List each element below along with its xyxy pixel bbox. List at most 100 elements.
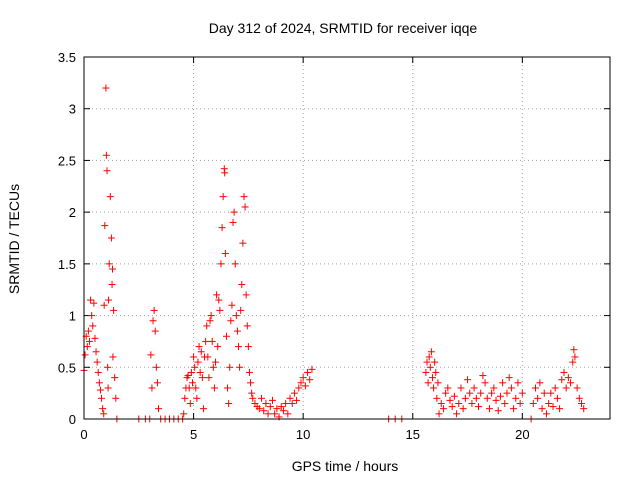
data-point: [536, 379, 544, 387]
y-tick-label: 2: [69, 205, 76, 220]
data-point: [430, 384, 438, 392]
grid-lines: [84, 57, 610, 419]
data-point: [147, 351, 155, 359]
data-point: [84, 327, 92, 335]
data-point: [279, 407, 287, 415]
x-tick-label: 0: [80, 427, 87, 442]
data-point: [258, 394, 266, 402]
data-point: [288, 399, 296, 407]
data-point: [230, 208, 238, 216]
data-point: [218, 224, 226, 232]
data-point: [268, 396, 276, 404]
y-tick-label: 0: [69, 412, 76, 427]
data-point: [205, 374, 213, 382]
data-point: [245, 368, 253, 376]
data-point: [244, 343, 252, 351]
data-point: [239, 239, 247, 247]
data-point: [186, 399, 194, 407]
data-point: [538, 405, 546, 413]
data-point: [99, 405, 107, 413]
data-point: [151, 327, 159, 335]
data-point: [573, 384, 581, 392]
data-point: [216, 306, 224, 314]
data-point: [196, 368, 204, 376]
data-point: [111, 374, 119, 382]
data-point: [264, 410, 272, 418]
data-point: [224, 384, 232, 392]
data-point: [231, 260, 239, 268]
data-point: [479, 372, 487, 380]
data-point: [560, 368, 568, 376]
data-point: [571, 353, 579, 361]
data-point: [518, 389, 526, 397]
data-point: [512, 394, 520, 402]
data-point: [247, 379, 255, 387]
data-point: [428, 374, 436, 382]
data-point: [192, 384, 200, 392]
data-point: [575, 394, 583, 402]
data-point: [299, 374, 307, 382]
data-point: [567, 379, 575, 387]
data-point: [459, 405, 467, 413]
data-point: [210, 384, 218, 392]
data-point: [221, 250, 229, 258]
data-point: [110, 306, 118, 314]
data-point: [564, 374, 572, 382]
data-point: [477, 389, 485, 397]
y-tick-label: 3.5: [58, 50, 76, 65]
data-point: [107, 234, 115, 242]
data-point: [529, 399, 537, 407]
data-point: [446, 396, 454, 404]
data-point: [284, 410, 292, 418]
data-point: [505, 374, 513, 382]
data-point: [206, 317, 214, 325]
data-point: [238, 281, 246, 289]
data-point: [507, 384, 515, 392]
data-point: [427, 348, 435, 356]
data-point: [215, 296, 223, 304]
data-point: [514, 379, 522, 387]
data-point: [448, 403, 456, 411]
data-point: [208, 337, 216, 345]
data-point: [109, 353, 117, 361]
data-point: [103, 167, 111, 175]
data-point: [426, 363, 434, 371]
data-point: [181, 394, 189, 402]
data-point: [545, 399, 553, 407]
data-point: [228, 301, 236, 309]
data-point: [466, 389, 474, 397]
data-point: [499, 379, 507, 387]
data-point: [282, 399, 290, 407]
data-point: [510, 405, 518, 413]
data-point: [444, 384, 452, 392]
data-point: [570, 346, 578, 354]
data-point: [277, 403, 285, 411]
data-point: [229, 218, 237, 226]
data-point: [184, 372, 192, 380]
data-point: [236, 363, 244, 371]
data-point: [152, 363, 160, 371]
data-point: [435, 410, 443, 418]
data-point: [540, 389, 548, 397]
data-point: [153, 379, 161, 387]
data-point: [432, 368, 440, 376]
data-point: [457, 384, 465, 392]
data-point: [193, 394, 201, 402]
data-point: [308, 365, 316, 373]
data-point: [262, 399, 270, 407]
data-point: [542, 410, 550, 418]
data-point: [190, 353, 198, 361]
data-point: [180, 410, 188, 418]
y-axis-label: SRMTID / TECUs: [6, 184, 22, 294]
data-point: [185, 384, 193, 392]
data-point: [108, 281, 116, 289]
data-point: [242, 291, 250, 299]
data-point: [266, 403, 274, 411]
data-point: [237, 306, 245, 314]
data-point: [434, 379, 442, 387]
data-point: [488, 389, 496, 397]
data-point: [203, 322, 211, 330]
data-point: [212, 358, 219, 366]
y-tick-label: 1: [69, 309, 76, 324]
data-point: [455, 399, 463, 407]
